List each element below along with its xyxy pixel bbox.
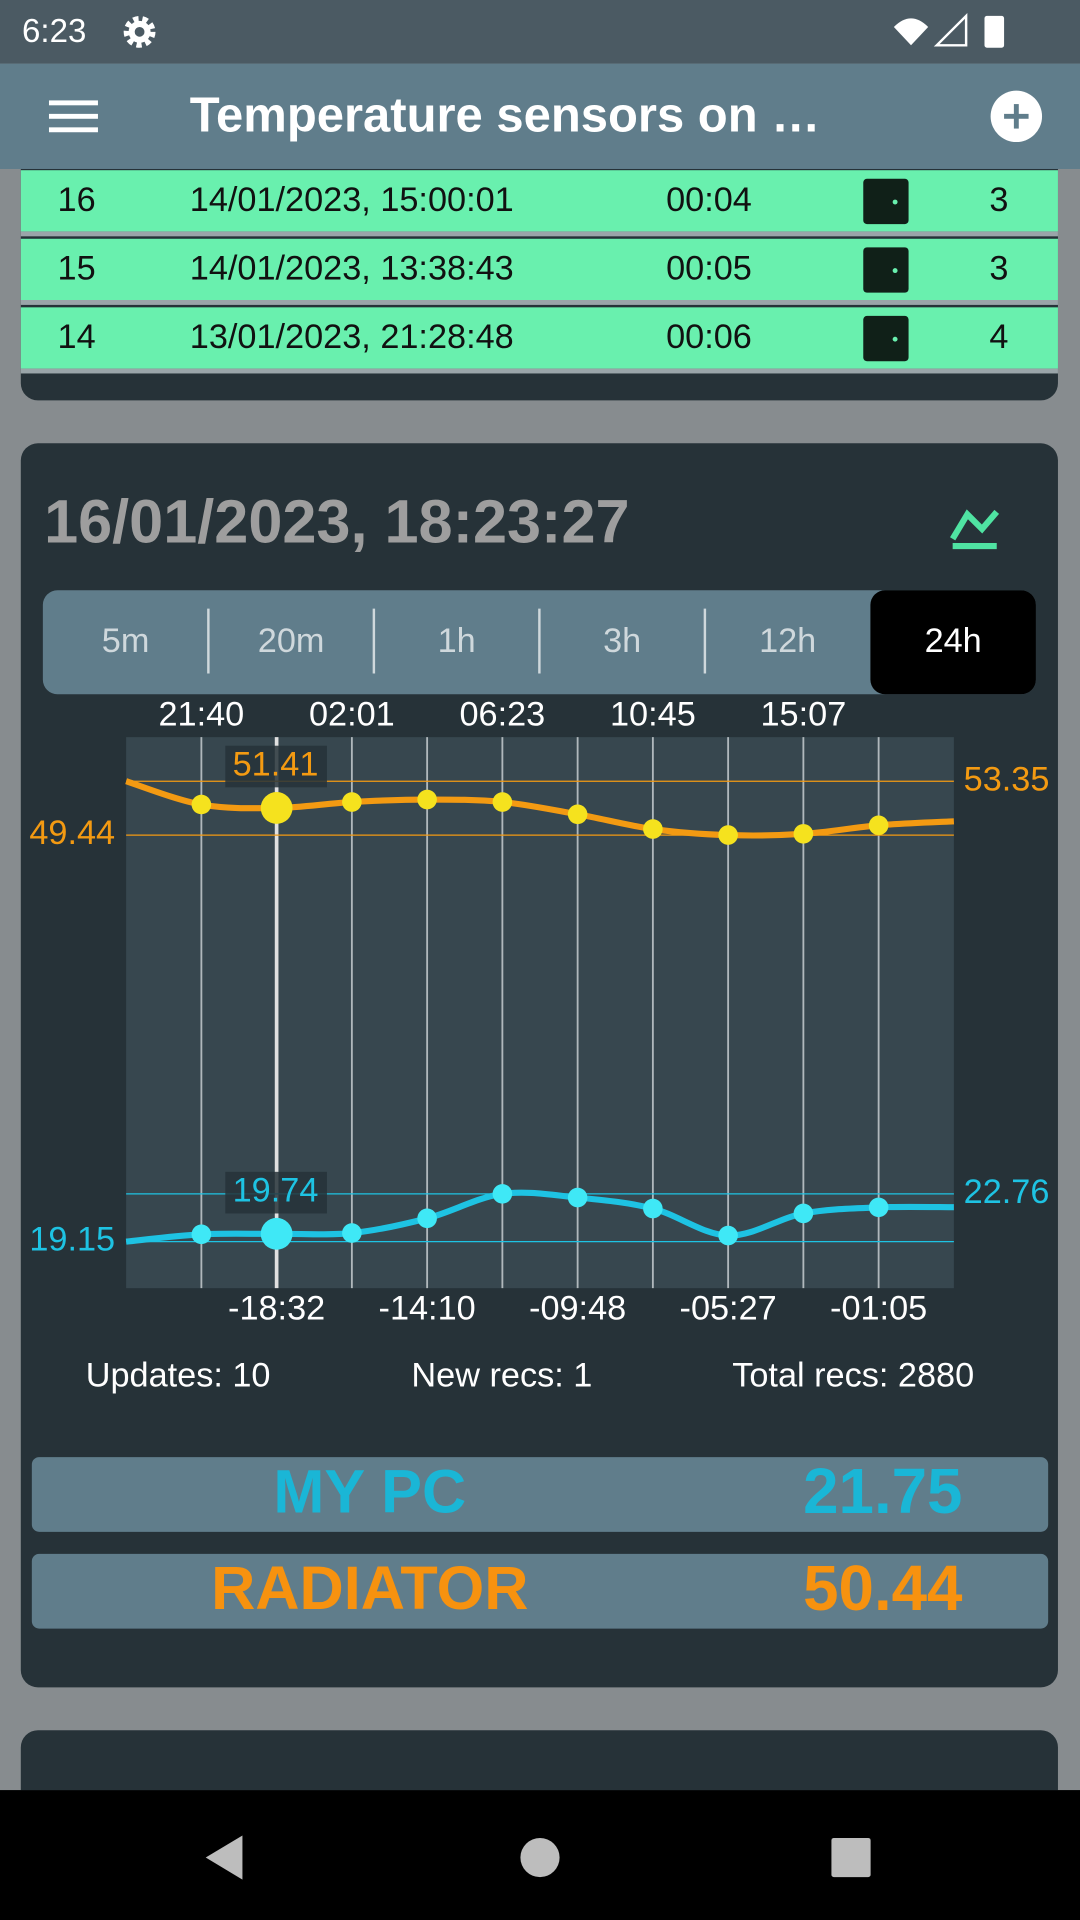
range-selected: [870, 590, 1036, 695]
row-cell: 00:06: [666, 318, 752, 356]
data-point: [868, 815, 889, 836]
data-point: [191, 794, 212, 815]
offset-label: -09:48: [529, 1289, 626, 1327]
table-row: 15 14/01/2023, 13:38:43 00:05 3: [20, 238, 1058, 305]
time-label: 15:07: [761, 695, 847, 733]
row-cell: 4: [989, 318, 1008, 356]
table-row: 16 14/01/2023, 15:00:01 00:04 3: [20, 170, 1058, 237]
data-point: [260, 792, 293, 824]
door-icon: [863, 315, 909, 362]
data-point: [417, 1208, 437, 1229]
min-label: 19.15: [29, 1221, 115, 1259]
row-cell: 16: [58, 181, 96, 219]
time-label: 06:23: [459, 695, 545, 733]
sensor-name: RADIATOR: [211, 1554, 528, 1622]
data-point: [492, 1184, 513, 1204]
sensor-bar: [31, 1457, 1049, 1532]
row-cell: 14: [58, 318, 96, 356]
row-separator: [20, 300, 1058, 305]
app-title: Temperature sensors on …: [190, 89, 820, 143]
row-cell: 15: [58, 250, 96, 288]
home-button[interactable]: [520, 1837, 560, 1878]
range-button[interactable]: 20m: [258, 622, 325, 660]
time-label: 02:01: [309, 695, 395, 733]
data-point: [342, 1223, 362, 1243]
app-bar: [0, 63, 1080, 169]
value-label-box: [225, 1171, 327, 1214]
stat: New recs: 1: [411, 1357, 592, 1395]
value-label: 51.41: [233, 746, 319, 784]
battery-icon: [984, 15, 1005, 48]
sensor-value: 50.44: [803, 1553, 963, 1624]
time-label: 10:45: [610, 695, 696, 733]
data-point: [718, 825, 738, 845]
range-button[interactable]: 1h: [438, 622, 476, 660]
clock: 6:23: [22, 13, 86, 50]
data-point: [643, 819, 663, 839]
back-button[interactable]: [205, 1835, 243, 1880]
data-point: [342, 792, 362, 812]
add-button[interactable]: [990, 90, 1043, 143]
data-point: [643, 1198, 663, 1219]
data-point: [567, 1187, 588, 1208]
row-cell: 14/01/2023, 15:00:01: [190, 181, 514, 219]
table-row: 14 13/01/2023, 21:28:48 00:06 4: [20, 307, 1058, 374]
time-label: 21:40: [158, 695, 244, 733]
wifi-icon: [893, 18, 929, 46]
sensor-name: MY PC: [273, 1457, 466, 1525]
recents-button[interactable]: [831, 1837, 871, 1878]
stat: Total recs: 2880: [732, 1357, 974, 1395]
offset-label: -01:05: [830, 1289, 927, 1327]
range-button[interactable]: 24h: [925, 622, 982, 660]
sensor-value: 21.75: [803, 1456, 962, 1527]
range-button[interactable]: 5m: [102, 622, 150, 660]
data-point: [492, 792, 513, 812]
data-point: [793, 1203, 814, 1224]
data-point: [567, 804, 588, 825]
row-cell: 3: [989, 250, 1008, 288]
row-cell: 00:05: [666, 250, 752, 288]
door-knob: [892, 336, 898, 342]
door-icon: [863, 247, 909, 293]
card-timestamp: 16/01/2023, 18:23:27: [44, 488, 629, 556]
row-separator: [20, 231, 1058, 237]
row-cell: 13/01/2023, 21:28:48: [190, 318, 514, 356]
value-label: 19.74: [233, 1172, 319, 1210]
settings-icon: [123, 15, 156, 48]
row-cell: 14/01/2023, 13:38:43: [190, 250, 514, 288]
data-point: [718, 1225, 738, 1246]
range-button[interactable]: 3h: [603, 622, 641, 660]
signal-icon: [933, 12, 968, 47]
row-cell: 3: [989, 181, 1008, 219]
sensor-bar: [31, 1553, 1049, 1629]
offset-label: -18:32: [228, 1289, 325, 1327]
data-point: [191, 1224, 212, 1245]
data-point: [868, 1197, 889, 1218]
menu-button[interactable]: [48, 100, 98, 133]
max-label: 22.76: [964, 1173, 1050, 1211]
row-cell: 00:04: [666, 181, 752, 219]
data-point: [417, 789, 437, 810]
max-label: 53.35: [964, 760, 1050, 798]
offset-label: -14:10: [379, 1289, 476, 1327]
row-separator: [20, 368, 1058, 374]
stat: Updates: 10: [86, 1357, 271, 1395]
min-label: 49.44: [29, 814, 115, 852]
door-knob: [892, 199, 898, 205]
range-button[interactable]: 12h: [759, 622, 816, 660]
door-knob: [892, 268, 898, 274]
data-point: [260, 1217, 293, 1250]
door-icon: [863, 178, 909, 225]
offset-label: -05:27: [680, 1289, 777, 1327]
value-label-box: [225, 745, 327, 788]
data-point: [793, 824, 814, 844]
chart-type-icon[interactable]: [950, 509, 1000, 550]
